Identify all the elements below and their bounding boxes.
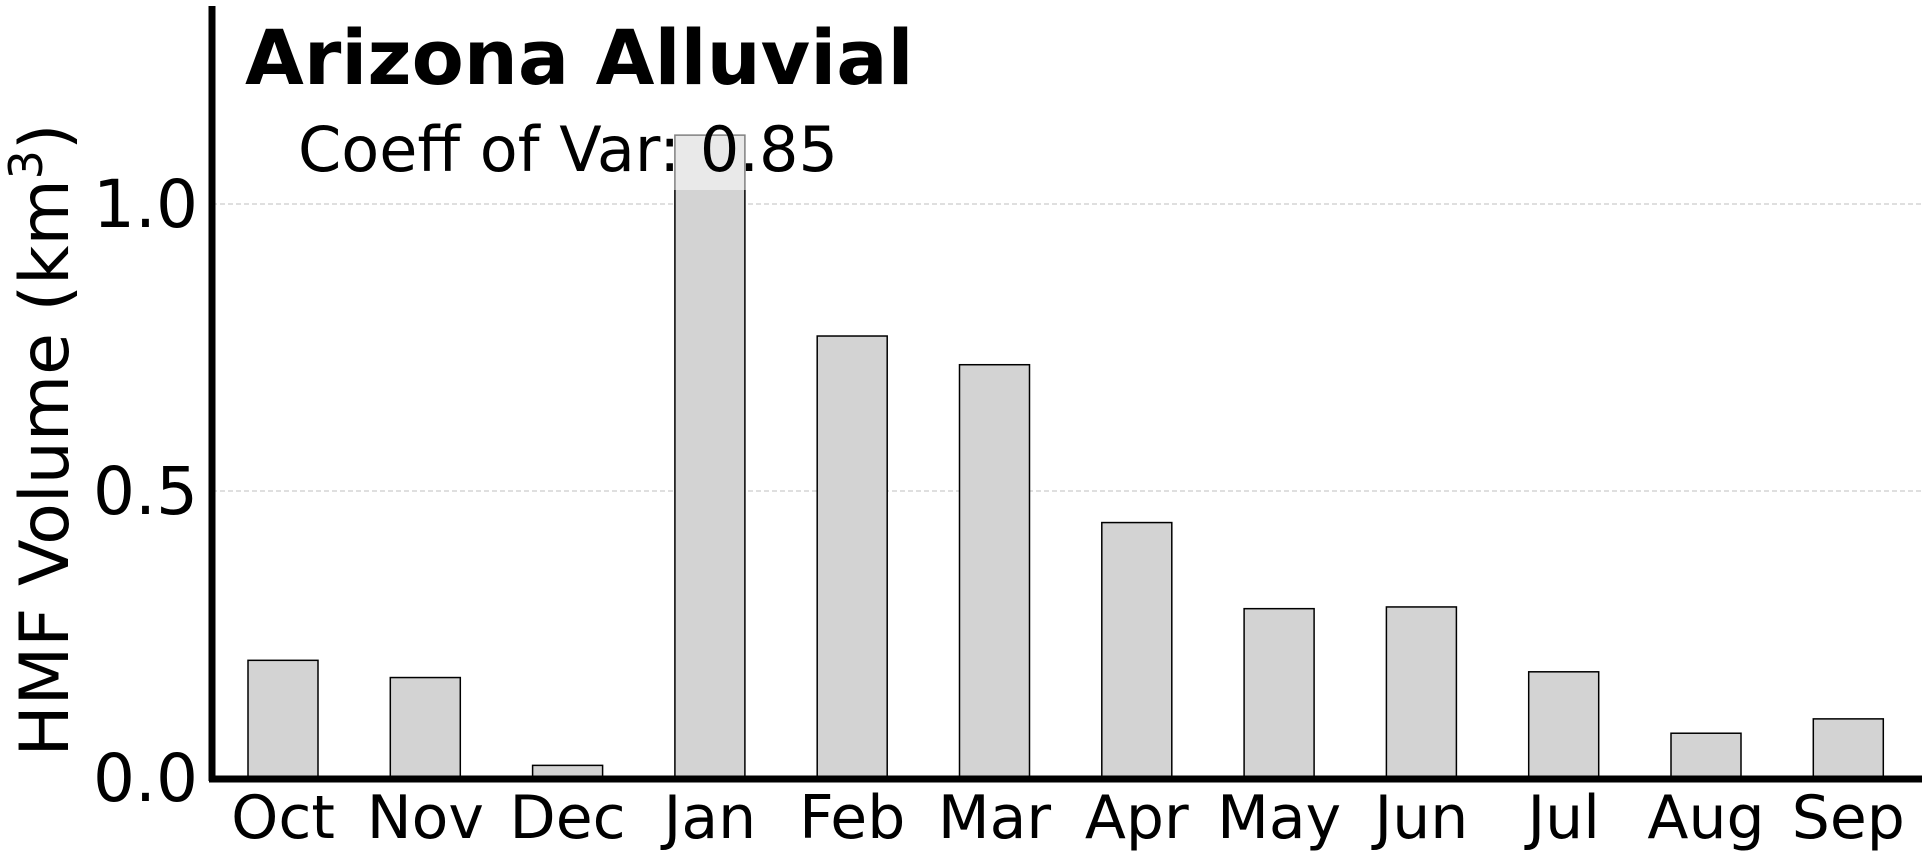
x-tick-label: Nov: [367, 783, 484, 853]
x-tick-label: Mar: [938, 783, 1052, 853]
bar: [816, 335, 888, 779]
bar: [674, 134, 746, 779]
x-tick-label: Aug: [1647, 783, 1764, 853]
bar: [247, 659, 319, 779]
bar: [1385, 606, 1458, 779]
x-tick-label: Oct: [231, 783, 335, 853]
chart-title: Arizona Alluvial: [245, 13, 914, 102]
x-tick-label: Jan: [660, 783, 757, 853]
bar: [1243, 607, 1315, 779]
y-tick-label: 1.0: [93, 166, 198, 243]
x-tick-label: Apr: [1085, 783, 1189, 853]
y-axis-label: HMF Volume (km3): [0, 123, 85, 756]
y-tick-label: 0.0: [93, 740, 198, 817]
x-tick-label: Jul: [1523, 783, 1599, 853]
gridlines: [212, 203, 1922, 492]
y-axis-label-suffix: ): [6, 123, 85, 150]
bar: [1670, 732, 1742, 779]
bar: [1527, 671, 1600, 779]
annotation-box: [292, 118, 812, 190]
x-tick-label: May: [1217, 783, 1341, 853]
axes: [208, 6, 1922, 783]
bars: [247, 134, 1885, 779]
y-axis-label-superscript: 3: [0, 150, 53, 179]
y-ticks: 0.0 0.5 1.0: [93, 166, 198, 817]
y-tick-label: 0.5: [93, 453, 198, 530]
coeff-of-var-annotation: Coeff of Var: 0.85: [298, 113, 838, 186]
bar: [958, 363, 1031, 779]
x-ticks: Oct Nov Dec Jan Feb Mar Apr May Jun Jul Aug Sep: [231, 783, 1905, 853]
x-tick-label: Feb: [799, 783, 905, 853]
bar: [1812, 718, 1885, 779]
x-tick-label: Dec: [510, 783, 626, 853]
x-tick-label: Sep: [1792, 783, 1905, 853]
bar: [1101, 521, 1173, 779]
bar: [389, 676, 462, 779]
x-tick-label: Jun: [1371, 783, 1469, 853]
